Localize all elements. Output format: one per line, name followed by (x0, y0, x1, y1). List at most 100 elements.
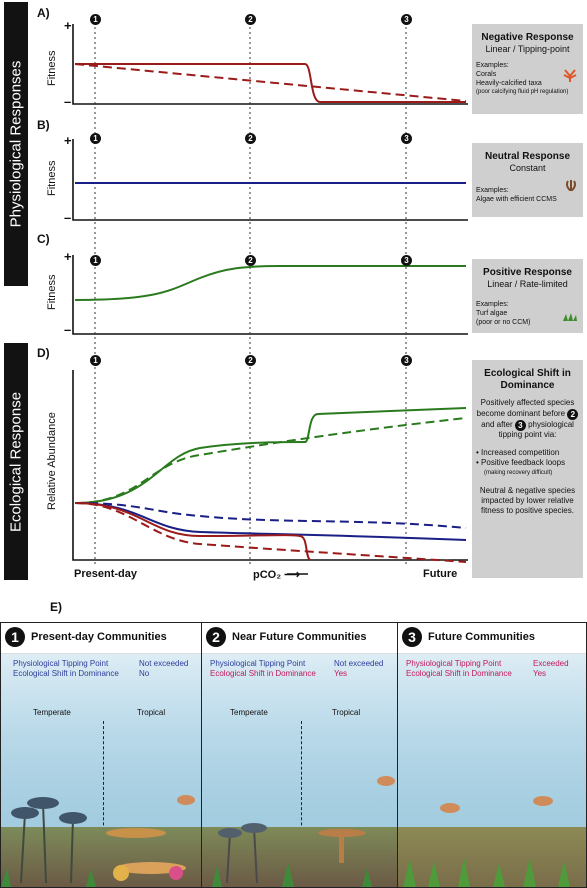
community-3-row-2-label: Ecological Shift in Dominance (406, 669, 512, 678)
community-1-scene (1, 795, 195, 887)
community-1-zone-temperate: Temperate (33, 708, 71, 717)
panel-c-plus: + (64, 249, 72, 264)
community-panel-2: 2 Near Future Communities Physiological … (201, 622, 398, 888)
positive-examples-label: Examples: (476, 301, 509, 308)
panel-b-plus: + (64, 133, 72, 148)
marker-b-2: 2 (245, 133, 256, 144)
panel-c-axes (72, 255, 468, 335)
response-curves (72, 22, 468, 575)
neutral-box-title: Neutral Response (484, 151, 571, 162)
marker-a-3: 3 (401, 14, 412, 25)
negative-box-subtitle: Linear / Tipping-point (485, 44, 570, 54)
marker-c-2: 2 (245, 255, 256, 266)
negative-tipping-line (75, 63, 466, 103)
neutral-response-box: Neutral Response Constant Examples: Alga… (472, 143, 583, 217)
panel-b-axes (72, 139, 468, 221)
axis-present-day: Present-day (74, 568, 137, 580)
community-2-scene (212, 776, 395, 887)
turf-algae-icon (563, 313, 577, 321)
negative-example-1: Corals (476, 71, 497, 78)
neutral-box-subtitle: Constant (509, 163, 546, 173)
abundance-negative-line (74, 502, 311, 561)
community-2-row-2-label: Ecological Shift in Dominance (210, 669, 316, 678)
panel-b-minus: – (64, 210, 72, 225)
abundance-positive-line (74, 407, 467, 504)
positive-box-title: Positive Response (483, 267, 572, 278)
shift-text-2: Neutral & negative species impacted by l… (479, 486, 576, 515)
panel-b-letter: B) (37, 118, 50, 132)
community-1-row-1-label: Physiological Tipping Point (13, 659, 109, 668)
community-1-row-2-value: No (139, 669, 150, 678)
community-2-divider (301, 721, 302, 871)
negative-linear-line (74, 63, 467, 102)
community-1-title: Present-day Communities (31, 631, 167, 643)
marker-d-1: 1 (90, 355, 101, 366)
community-1-row-1-value: Not exceeded (139, 659, 189, 668)
marker-c-3: 3 (401, 255, 412, 266)
community-2-zone-temperate: Temperate (230, 708, 268, 717)
panel-c-minus: – (64, 322, 72, 337)
shift-bullet-1: • Increased competition (476, 448, 560, 457)
panel-c-letter: C) (37, 232, 50, 246)
panel-a-minus: – (64, 94, 72, 109)
community-1-row-2-label: Ecological Shift in Dominance (13, 669, 119, 678)
community-2-zone-tropical: Tropical (332, 708, 361, 717)
panel-d-letter: D) (37, 346, 50, 360)
community-3-row-1-label: Physiological Tipping Point (406, 659, 502, 668)
neutral-examples-label: Examples: (476, 187, 509, 194)
ecological-sidebar: Ecological Response (4, 343, 28, 580)
panel-a-letter: A) (37, 6, 50, 20)
community-3-row-1-value: Exceeded (533, 659, 569, 668)
panel-e-letter: E) (50, 600, 62, 614)
abundance-negative-dashed (74, 502, 467, 563)
shift-marker-3: 3 (514, 420, 526, 431)
marker-a-1: 1 (90, 14, 101, 25)
negative-box-title: Negative Response (481, 32, 574, 43)
shift-text-1b: and after (481, 420, 513, 429)
community-panel-3: 3 Future Communities Physiological Tippi… (397, 622, 587, 888)
coral-icon (563, 69, 577, 82)
community-3-title: Future Communities (428, 631, 535, 643)
shift-marker-2: 2 (567, 409, 579, 420)
marker-b-1: 1 (90, 133, 101, 144)
positive-box-subtitle: Linear / Rate-limited (487, 279, 568, 289)
negative-example-2: Heavily-calcified taxa (476, 80, 542, 87)
shift-bullet-note: (making recovery difficult) (484, 470, 553, 476)
community-1-number: 1 (5, 627, 25, 647)
panel-d-axes (72, 370, 468, 561)
community-3-row-2-value: Yes (533, 669, 547, 678)
panel-a-plus: + (64, 18, 72, 33)
community-2-row-2-value: Yes (334, 669, 348, 678)
shift-text-1c: physiological tipping point via: (498, 420, 574, 439)
marker-b-3: 3 (401, 133, 412, 144)
abundance-neutral-dashed (74, 502, 467, 529)
shift-bullet-2: • Positive feedback loops (476, 458, 566, 467)
panel-a-axes (72, 24, 468, 105)
positive-example-1: Turf algae (476, 310, 508, 317)
community-2-title: Near Future Communities (232, 631, 367, 643)
community-panel-1: 1 Present-day Communities Physiological … (0, 622, 202, 888)
algae-icon (566, 180, 576, 191)
positive-response-box: Positive Response Linear / Rate-limited … (472, 259, 583, 333)
ecological-shift-box: Ecological Shift in Dominance Positively… (472, 360, 583, 578)
community-3-scene (403, 796, 570, 887)
community-1-zone-tropical: Tropical (137, 708, 166, 717)
community-1-divider (103, 721, 104, 871)
positive-example-2: (poor or no CCM) (476, 319, 531, 326)
community-1-seafloor (1, 827, 201, 887)
community-2-row-1-value: Not exceeded (334, 659, 384, 668)
marker-a-2: 2 (245, 14, 256, 25)
community-3-number: 3 (402, 627, 422, 647)
negative-response-box: Negative Response Linear / Tipping-point… (472, 24, 583, 114)
community-2-row-1-label: Physiological Tipping Point (210, 659, 306, 668)
negative-example-3: (poor calcifying fluid pH regulation) (476, 89, 569, 95)
positive-line (74, 265, 466, 301)
shift-text-1: Positively affected species become domin… (476, 398, 575, 418)
abundance-positive-dashed (74, 417, 467, 504)
marker-d-2: 2 (245, 355, 256, 366)
community-3-seafloor (398, 827, 586, 887)
abundance-neutral-line (74, 502, 467, 541)
shift-box-title: Ecological Shift in Dominance (484, 368, 571, 391)
marker-c-1: 1 (90, 255, 101, 266)
community-2-number: 2 (206, 627, 226, 647)
